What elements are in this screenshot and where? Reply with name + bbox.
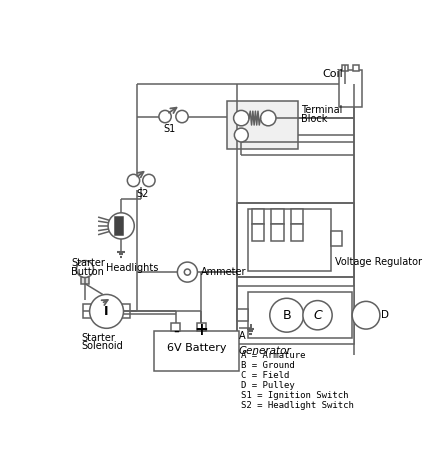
Circle shape [234, 128, 248, 142]
Bar [271, 224, 283, 241]
Circle shape [177, 262, 197, 282]
Text: S1 = Ignition Switch: S1 = Ignition Switch [241, 392, 348, 400]
Circle shape [108, 213, 134, 239]
Text: Starter: Starter [81, 333, 115, 343]
Text: D: D [381, 310, 389, 320]
Text: Coil: Coil [322, 69, 343, 79]
Text: Button: Button [71, 267, 104, 277]
Circle shape [352, 301, 380, 329]
Text: Generator: Generator [238, 346, 291, 356]
Text: B: B [283, 309, 291, 322]
Text: S2: S2 [136, 189, 149, 199]
Text: -: - [173, 322, 179, 340]
Circle shape [176, 110, 188, 123]
Bar [122, 305, 130, 318]
Bar [248, 209, 332, 271]
Bar [271, 209, 283, 224]
Bar [332, 230, 342, 246]
Text: B = Ground: B = Ground [241, 361, 294, 371]
Circle shape [128, 174, 140, 186]
Circle shape [159, 110, 171, 123]
Text: 6V Battery: 6V Battery [167, 343, 227, 353]
Bar [237, 203, 354, 277]
Text: Block: Block [300, 114, 327, 124]
Text: C = Field: C = Field [241, 371, 289, 381]
Text: A = Armature: A = Armature [241, 351, 305, 360]
Text: I: I [104, 305, 109, 318]
Bar [342, 65, 348, 71]
Bar [171, 323, 181, 332]
Bar [154, 331, 239, 371]
Bar [252, 224, 264, 241]
Bar [291, 224, 303, 241]
Circle shape [184, 269, 190, 275]
Bar [238, 309, 248, 322]
Bar [81, 278, 89, 284]
Text: S1: S1 [164, 124, 176, 134]
Bar [237, 286, 354, 344]
Text: Headlights: Headlights [106, 263, 158, 273]
Circle shape [270, 298, 304, 332]
Bar [291, 209, 303, 224]
Bar [83, 305, 91, 318]
Bar [252, 209, 264, 224]
Bar [227, 101, 298, 149]
Text: Solenoid: Solenoid [81, 341, 123, 351]
Bar [353, 65, 359, 71]
Text: C: C [313, 309, 322, 322]
Text: A: A [239, 332, 246, 341]
Bar [339, 71, 362, 107]
Circle shape [234, 110, 249, 126]
Text: Voltage Regulator: Voltage Regulator [335, 257, 422, 267]
Circle shape [90, 294, 124, 328]
Circle shape [303, 300, 332, 330]
Circle shape [76, 261, 94, 278]
Bar [197, 323, 206, 332]
Bar [115, 217, 123, 235]
Text: S2 = Headlight Switch: S2 = Headlight Switch [241, 402, 354, 410]
Text: D = Pulley: D = Pulley [241, 382, 294, 390]
Circle shape [143, 174, 155, 186]
Text: Ammeter: Ammeter [201, 267, 246, 277]
Circle shape [261, 110, 276, 126]
Text: Starter: Starter [71, 258, 105, 268]
Text: Terminal: Terminal [300, 105, 342, 115]
Bar [248, 292, 352, 338]
Text: +: + [194, 321, 208, 338]
